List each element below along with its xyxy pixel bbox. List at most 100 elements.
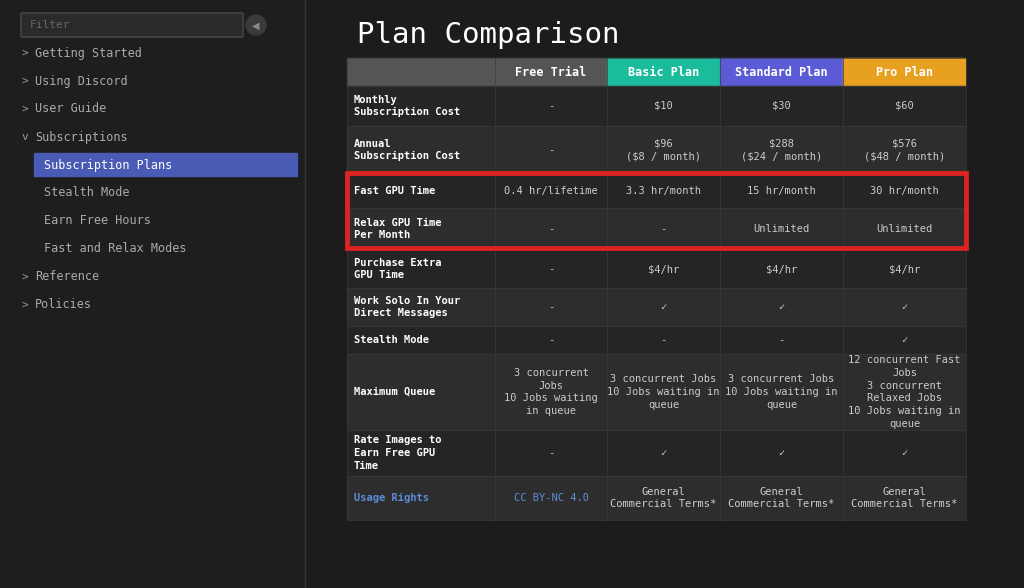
Bar [495,476,606,519]
Bar [495,288,606,325]
Bar [843,58,965,86]
Bar [843,288,965,325]
Text: ✓: ✓ [660,448,667,458]
Text: -: - [548,448,554,458]
Text: $60: $60 [895,101,913,111]
Text: Standard Plan: Standard Plan [735,65,827,79]
Text: -: - [548,145,554,155]
Text: Relax GPU Time
Per Month: Relax GPU Time Per Month [354,218,441,240]
Bar [607,354,719,429]
Bar [720,288,842,325]
Bar [607,86,719,125]
Text: Free Trial: Free Trial [515,65,587,79]
Text: Rate Images to
Earn Free GPU
Time: Rate Images to Earn Free GPU Time [354,435,441,471]
Text: $4/hr: $4/hr [648,264,679,274]
Text: v: v [22,132,36,142]
Text: ✓: ✓ [778,302,784,312]
Text: Monthly
Subscription Cost: Monthly Subscription Cost [354,95,460,118]
Bar [720,126,842,173]
Text: -: - [548,101,554,111]
Text: Reference: Reference [35,270,99,283]
Bar [720,58,842,86]
Text: -: - [660,335,667,345]
Text: Usage Rights: Usage Rights [354,493,429,503]
Bar [720,208,842,249]
Bar [607,126,719,173]
Text: Maximum Queue: Maximum Queue [354,387,435,397]
Text: -: - [548,264,554,274]
Text: $30: $30 [772,101,791,111]
Text: 15 hr/month: 15 hr/month [748,186,816,196]
Text: Annual
Subscription Cost: Annual Subscription Cost [354,139,460,162]
Text: General
Commercial Terms*: General Commercial Terms* [610,487,717,509]
Text: >: > [22,48,36,58]
Bar [347,126,494,173]
Text: -: - [548,302,554,312]
Text: 3 concurrent Jobs
10 Jobs waiting in
queue: 3 concurrent Jobs 10 Jobs waiting in que… [725,374,838,410]
Text: Using Discord: Using Discord [35,75,128,88]
Bar [347,430,494,475]
Text: 12 concurrent Fast
Jobs
3 concurrent
Relaxed Jobs
10 Jobs waiting in
queue: 12 concurrent Fast Jobs 3 concurrent Rel… [848,355,961,429]
Bar [495,430,606,475]
Bar [495,174,606,207]
Bar [347,250,494,287]
Text: >: > [22,300,36,310]
Text: >: > [22,104,36,114]
Bar [720,430,842,475]
Bar [843,174,965,207]
Text: Pro Plan: Pro Plan [876,65,933,79]
Text: $288
($24 / month): $288 ($24 / month) [741,139,822,161]
Text: >: > [22,76,36,86]
Text: 3.3 hr/month: 3.3 hr/month [626,186,701,196]
Bar [607,208,719,249]
Text: Subscription Plans: Subscription Plans [44,159,172,172]
Text: Subscriptions: Subscriptions [35,131,128,143]
Text: Fast GPU Time: Fast GPU Time [354,186,435,196]
Text: User Guide: User Guide [35,102,106,115]
Bar [495,326,606,353]
Text: ✓: ✓ [901,335,907,345]
Bar [607,174,719,207]
Bar [720,250,842,287]
Bar [347,58,494,86]
Text: ✓: ✓ [901,302,907,312]
Bar [495,354,606,429]
Bar [607,58,719,86]
Text: Unlimited: Unlimited [877,224,933,234]
Text: $576
($48 / month): $576 ($48 / month) [864,139,945,161]
FancyBboxPatch shape [22,13,243,37]
Bar [495,208,606,249]
Text: $10: $10 [654,101,673,111]
Bar [607,430,719,475]
Text: ◀: ◀ [252,21,260,31]
Text: CC BY-NC 4.0: CC BY-NC 4.0 [513,493,589,503]
Text: -: - [660,224,667,234]
Text: 0.4 hr/lifetime: 0.4 hr/lifetime [504,186,598,196]
Bar [843,354,965,429]
Bar [347,326,494,353]
Bar [843,326,965,353]
Text: General
Commercial Terms*: General Commercial Terms* [728,487,835,509]
Text: -: - [548,335,554,345]
Bar [495,86,606,125]
Bar [720,354,842,429]
Text: 3 concurrent
Jobs
10 Jobs waiting
in queue: 3 concurrent Jobs 10 Jobs waiting in que… [504,368,598,416]
Text: Earn Free Hours: Earn Free Hours [44,215,151,228]
Bar [607,250,719,287]
Text: -: - [548,224,554,234]
Text: Purchase Extra
GPU Time: Purchase Extra GPU Time [354,258,441,280]
Bar [720,174,842,207]
Text: Unlimited: Unlimited [754,224,810,234]
Bar [843,250,965,287]
Text: >: > [22,272,36,282]
Text: Getting Started: Getting Started [35,46,142,59]
Bar [843,126,965,173]
Bar [607,476,719,519]
Bar [720,86,842,125]
Text: Work Solo In Your
Direct Messages: Work Solo In Your Direct Messages [354,296,460,319]
Bar [34,153,297,176]
Bar [347,354,494,429]
Bar [720,326,842,353]
Text: Stealth Mode: Stealth Mode [354,335,429,345]
Text: $96
($8 / month): $96 ($8 / month) [626,139,701,161]
